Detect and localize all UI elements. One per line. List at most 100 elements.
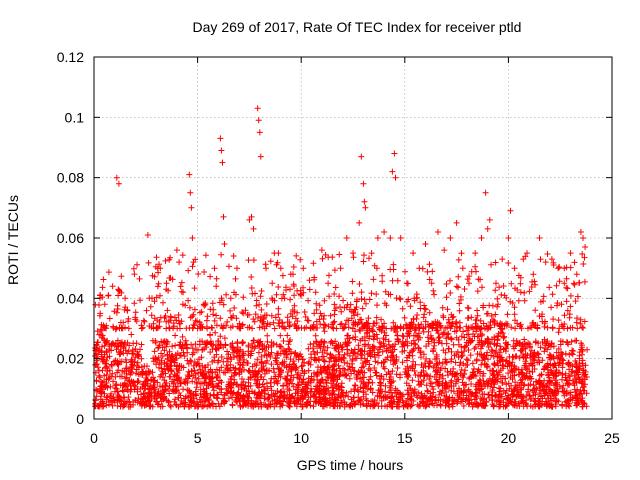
data-point xyxy=(444,369,451,375)
data-point xyxy=(154,283,161,290)
data-point xyxy=(408,393,415,400)
data-point xyxy=(357,375,364,382)
data-point xyxy=(358,364,365,371)
data-point xyxy=(574,386,581,393)
data-point xyxy=(112,373,119,380)
data-point xyxy=(390,378,397,385)
data-point xyxy=(237,361,244,368)
data-point xyxy=(486,302,493,309)
data-point xyxy=(209,358,216,365)
data-point xyxy=(539,339,546,345)
data-point xyxy=(101,342,108,349)
data-point xyxy=(317,379,324,386)
data-point xyxy=(367,373,374,380)
data-point xyxy=(225,395,232,402)
data-point xyxy=(569,347,576,354)
data-point xyxy=(333,342,340,349)
data-point xyxy=(443,380,450,387)
data-point xyxy=(510,337,517,344)
data-point xyxy=(495,330,502,337)
data-point xyxy=(271,403,278,410)
data-point xyxy=(122,324,128,331)
data-point xyxy=(113,385,120,392)
data-point xyxy=(474,312,481,319)
data-point xyxy=(557,338,564,345)
data-point xyxy=(468,338,475,345)
data-point xyxy=(329,352,335,359)
data-point xyxy=(217,333,224,340)
data-point xyxy=(404,363,411,370)
data-point xyxy=(478,324,485,331)
data-point xyxy=(512,379,519,386)
data-point xyxy=(299,393,306,400)
data-point xyxy=(485,344,492,350)
data-point xyxy=(307,341,314,348)
data-point xyxy=(307,379,314,386)
data-point xyxy=(579,377,586,384)
data-point xyxy=(184,379,191,386)
data-point xyxy=(230,364,237,371)
data-point xyxy=(174,383,181,390)
data-point xyxy=(490,372,497,379)
data-point xyxy=(245,379,252,386)
data-point xyxy=(351,346,358,353)
data-point xyxy=(195,401,202,408)
data-point xyxy=(440,347,447,354)
data-point xyxy=(457,398,464,405)
data-point xyxy=(420,351,427,358)
data-point xyxy=(345,393,352,400)
data-point xyxy=(184,345,191,352)
data-point xyxy=(491,334,498,341)
data-point xyxy=(239,403,246,410)
data-point xyxy=(563,377,570,384)
data-point xyxy=(129,361,136,368)
data-point xyxy=(287,356,294,363)
data-point xyxy=(531,357,538,364)
data-point xyxy=(497,346,504,353)
data-point xyxy=(164,307,171,314)
data-point xyxy=(401,314,408,321)
data-point xyxy=(234,391,241,398)
data-point xyxy=(166,324,173,331)
data-point xyxy=(207,338,214,345)
data-point xyxy=(429,336,435,343)
data-point xyxy=(256,339,263,346)
data-point xyxy=(468,391,475,398)
data-point xyxy=(389,393,396,400)
data-point xyxy=(281,358,288,365)
data-point xyxy=(114,394,121,400)
data-point xyxy=(459,372,466,379)
data-point xyxy=(564,339,571,346)
data-point xyxy=(331,366,338,373)
data-point xyxy=(117,348,124,355)
data-point xyxy=(281,395,288,402)
data-point xyxy=(190,391,197,398)
data-point xyxy=(379,272,386,279)
data-point xyxy=(435,339,442,346)
data-point xyxy=(124,387,131,394)
data-point xyxy=(169,343,176,350)
data-point xyxy=(546,374,553,381)
data-point xyxy=(130,379,137,386)
data-point xyxy=(300,387,307,394)
data-point xyxy=(532,378,539,385)
data-point xyxy=(502,390,509,396)
data-point xyxy=(359,352,366,359)
data-point xyxy=(314,377,321,383)
data-point xyxy=(494,340,501,347)
data-point xyxy=(152,354,159,361)
data-point xyxy=(284,319,291,326)
data-point xyxy=(447,368,454,375)
data-point xyxy=(250,337,257,344)
data-point xyxy=(261,395,268,402)
data-point xyxy=(338,397,345,404)
data-point xyxy=(331,372,338,379)
data-point xyxy=(452,320,459,327)
data-point xyxy=(145,259,152,266)
data-point xyxy=(453,334,460,341)
data-point xyxy=(133,370,139,377)
data-point xyxy=(474,351,481,357)
data-point xyxy=(317,310,324,317)
data-point xyxy=(175,394,182,401)
data-point xyxy=(478,361,485,368)
